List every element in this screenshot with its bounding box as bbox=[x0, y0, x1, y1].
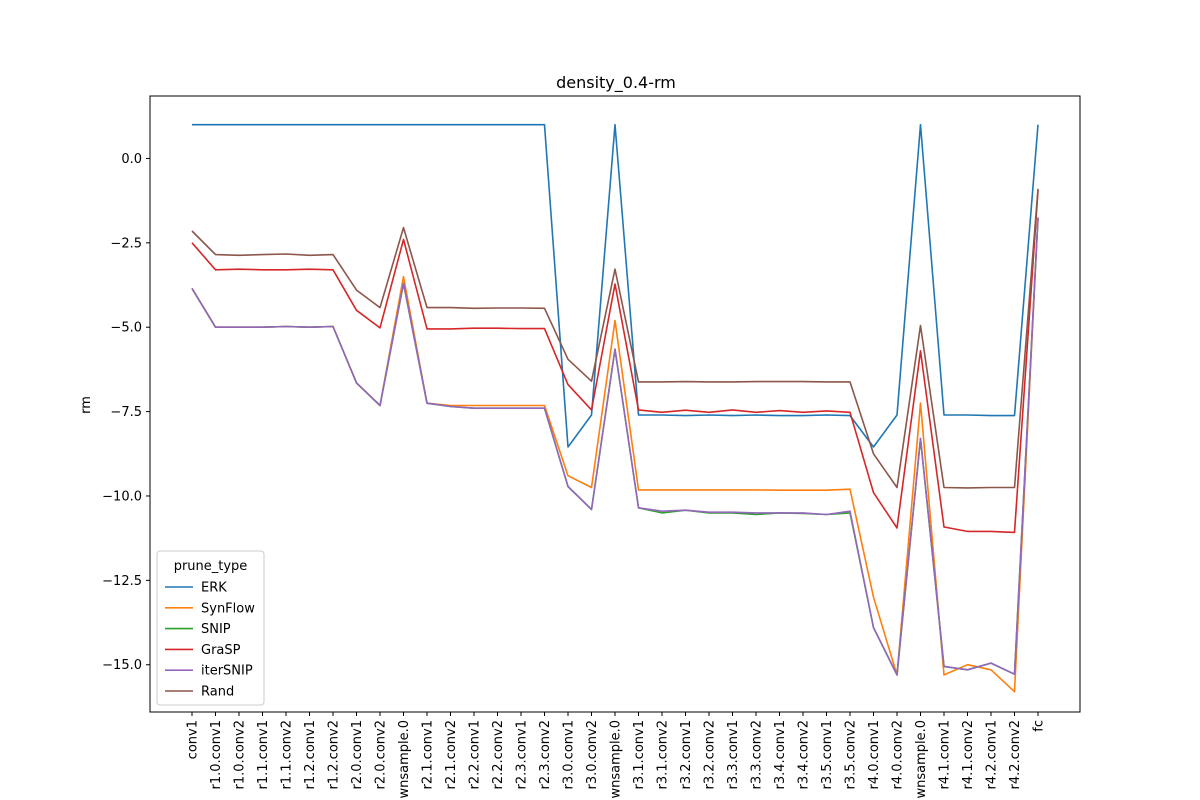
series-line-synflow bbox=[191, 217, 1039, 693]
legend-label-snip: SNIP bbox=[201, 622, 231, 637]
x-tick-label: r4.1.conv2 bbox=[961, 720, 976, 789]
plot-frame bbox=[149, 95, 1081, 713]
x-tick-label: r3.1.conv1 bbox=[632, 720, 647, 789]
y-axis-label: rm bbox=[79, 396, 94, 414]
x-tick-label: r3.3.conv2 bbox=[750, 720, 765, 789]
legend-title: prune_type bbox=[174, 559, 248, 574]
x-tick-label: r3.4.conv2 bbox=[797, 720, 812, 789]
x-tick-label: wnsample.0 bbox=[609, 720, 624, 799]
x-tick-label: conv1 bbox=[186, 720, 201, 759]
x-tick-label: r3.2.conv1 bbox=[679, 720, 694, 789]
x-tick-label: r1.0.conv1 bbox=[209, 720, 224, 789]
y-tick-label: −12.5 bbox=[102, 574, 142, 589]
x-tick-label: r1.0.conv2 bbox=[233, 720, 248, 789]
y-tick-label: −5.0 bbox=[110, 321, 142, 336]
x-tick-label: r2.2.conv1 bbox=[468, 720, 483, 789]
x-tick-label: r2.3.conv1 bbox=[515, 720, 530, 789]
chart-title: density_0.4-rm bbox=[556, 73, 676, 93]
x-tick-label: r2.3.conv2 bbox=[538, 720, 553, 789]
x-tick-label: r2.0.conv2 bbox=[374, 720, 389, 789]
x-tick-label: r3.2.conv2 bbox=[703, 720, 718, 789]
x-tick-label: r2.1.conv1 bbox=[421, 720, 436, 789]
legend-label-grasp: GraSP bbox=[201, 643, 241, 658]
x-tick-label: r4.2.conv1 bbox=[985, 720, 1000, 789]
x-tick-label: r2.1.conv2 bbox=[444, 720, 459, 789]
y-tick-label: −7.5 bbox=[110, 405, 142, 420]
legend-label-itersnip: iterSNIP bbox=[201, 664, 253, 679]
y-axis: 0.0 −2.5 −5.0 −7.5 −10.0 −12.5 −15.0 bbox=[102, 152, 150, 673]
y-tick-label: 0.0 bbox=[121, 152, 142, 167]
plot-lines bbox=[191, 123, 1039, 693]
series-line-grasp bbox=[191, 190, 1039, 534]
x-tick-label: r3.0.conv1 bbox=[562, 720, 577, 789]
x-tick-label: r4.0.conv1 bbox=[867, 720, 882, 789]
x-tick-label: fc bbox=[1032, 720, 1047, 732]
x-tick-label: r3.5.conv1 bbox=[820, 720, 835, 789]
x-axis: conv1 r1.0.conv1 r1.0.conv2 r1.1.conv1 r1.1.… bbox=[186, 712, 1047, 799]
legend-label-rand: Rand bbox=[201, 685, 234, 700]
x-tick-label: r1.1.conv1 bbox=[256, 720, 271, 789]
series-line-erk bbox=[192, 123, 1039, 448]
y-tick-label: −2.5 bbox=[110, 236, 142, 251]
legend-box bbox=[156, 550, 265, 706]
series-line-rand bbox=[191, 188, 1039, 489]
x-tick-label: r3.4.conv1 bbox=[773, 720, 788, 789]
x-tick-label: r3.5.conv2 bbox=[844, 720, 859, 789]
x-tick-label: r1.2.conv1 bbox=[303, 720, 318, 789]
y-tick-label: −15.0 bbox=[102, 658, 142, 673]
x-tick-label: r1.2.conv2 bbox=[327, 720, 342, 789]
x-tick-label: r1.1.conv2 bbox=[280, 720, 295, 789]
x-tick-label: r3.0.conv2 bbox=[585, 720, 600, 789]
y-tick-label: −10.0 bbox=[102, 489, 142, 504]
x-tick-label: r2.0.conv1 bbox=[350, 720, 365, 789]
x-tick-label: r4.1.conv1 bbox=[938, 720, 953, 789]
x-tick-label: r4.0.conv2 bbox=[891, 720, 906, 789]
legend: prune_type ERK SynFlow SNIP GraSP iterSNIP Ran… bbox=[156, 550, 265, 706]
x-tick-label: r2.2.conv2 bbox=[491, 720, 506, 789]
x-tick-label: r4.2.conv2 bbox=[1008, 720, 1023, 789]
x-tick-label: r3.1.conv2 bbox=[656, 720, 671, 789]
x-tick-label: wnsample.0 bbox=[397, 720, 412, 799]
x-tick-label: wnsample.0 bbox=[914, 720, 929, 799]
x-tick-label: r3.3.conv1 bbox=[726, 720, 741, 789]
legend-label-synflow: SynFlow bbox=[201, 601, 255, 616]
legend-label-erk: ERK bbox=[201, 581, 227, 596]
series-line-itersnip bbox=[191, 217, 1039, 676]
